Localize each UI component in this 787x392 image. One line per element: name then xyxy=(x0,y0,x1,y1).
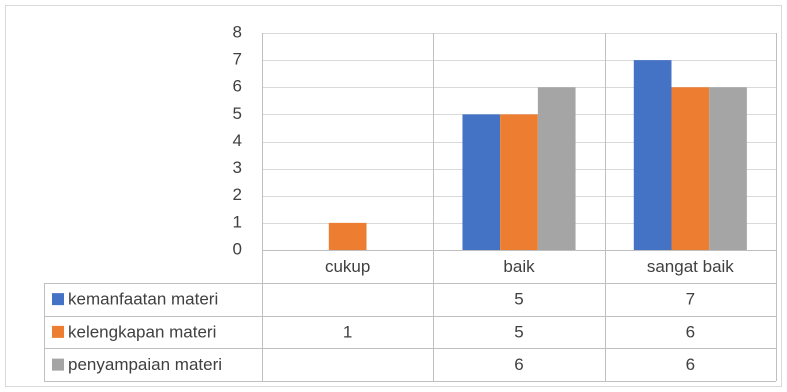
legend-key xyxy=(52,325,64,338)
data-value-label: 5 xyxy=(514,322,523,341)
bar xyxy=(709,87,747,250)
y-tick-label: 8 xyxy=(233,22,242,41)
bar xyxy=(328,222,367,250)
data-value-label: 7 xyxy=(686,290,695,309)
x-category-label: sangat baik xyxy=(647,257,734,276)
y-tick-label: 7 xyxy=(233,50,242,69)
y-tick-label: 0 xyxy=(233,239,242,258)
x-category-label: cukup xyxy=(325,257,370,276)
y-tick-label: 2 xyxy=(233,185,242,204)
bar xyxy=(633,60,672,250)
data-value-label: 6 xyxy=(514,355,523,374)
bars xyxy=(328,60,747,250)
legend-key xyxy=(52,358,64,371)
legend-series-name: penyampaian materi xyxy=(68,355,222,374)
bar xyxy=(462,114,501,250)
data-value-label: 6 xyxy=(686,322,695,341)
data-value-label: 6 xyxy=(686,355,695,374)
y-tick-label: 5 xyxy=(233,104,242,123)
bar xyxy=(500,114,538,250)
data-value-label: 5 xyxy=(514,290,523,309)
bar xyxy=(671,87,710,250)
x-category-label: baik xyxy=(503,257,535,276)
y-tick-label: 6 xyxy=(233,77,242,96)
legend-series-name: kelengkapan materi xyxy=(68,322,216,341)
y-tick-label: 1 xyxy=(233,212,242,231)
bar xyxy=(537,87,576,250)
data-value-label: 1 xyxy=(343,322,352,341)
data-table: cukup baik sangat baik kemanfaatan materi 5 7… xyxy=(44,33,777,382)
y-tick-label: 3 xyxy=(233,158,242,177)
y-tick-label: 4 xyxy=(233,131,242,150)
legend-series-name: kemanfaatan materi xyxy=(68,290,218,309)
legend-key xyxy=(52,293,64,306)
y-axis-ticks: 0 1 2 3 4 5 6 7 8 xyxy=(233,22,242,258)
